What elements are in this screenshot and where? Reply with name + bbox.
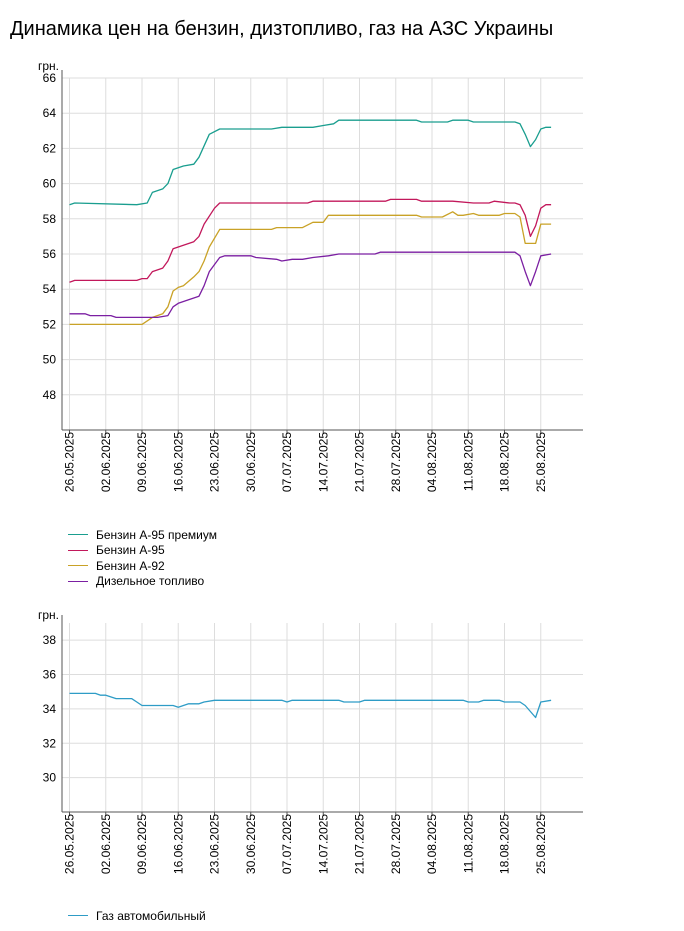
x-tick-label: 07.07.2025	[280, 432, 294, 492]
x-tick-label: 11.08.2025	[461, 432, 475, 491]
legend-item: Дизельное топливо	[68, 574, 217, 590]
x-tick-label: 09.06.2025	[135, 432, 149, 492]
x-tick-label: 30.06.2025	[244, 814, 258, 874]
legend-label: Бензин А-92	[96, 558, 165, 573]
x-tick-label: 30.06.2025	[244, 432, 258, 492]
legend-swatch	[68, 580, 88, 582]
legend-gas: Газ автомобильный	[68, 908, 206, 924]
x-tick-label: 21.07.2025	[353, 814, 367, 874]
legend-label: Бензин А-95	[96, 543, 165, 558]
x-tick-label: 25.08.2025	[534, 432, 548, 492]
legend-swatch	[68, 915, 88, 917]
legend-label: Дизельное топливо	[96, 574, 205, 589]
y-tick-label: 34	[43, 702, 57, 716]
y-tick-label: 64	[43, 106, 57, 120]
x-tick-label: 28.07.2025	[389, 814, 403, 874]
y-tick-label: 32	[43, 736, 57, 750]
x-tick-label: 16.06.2025	[171, 814, 185, 874]
y-tick-label: 50	[43, 353, 57, 367]
y-tick-label: 60	[43, 177, 57, 191]
y-tick-label: 52	[43, 317, 57, 331]
x-tick-label: 28.07.2025	[389, 432, 403, 492]
legend-swatch	[68, 549, 88, 551]
legend-item: Газ автомобильный	[68, 908, 206, 924]
series-line-3	[69, 211, 552, 326]
y-tick-label: 56	[43, 247, 57, 261]
series-line-1	[69, 119, 552, 206]
x-tick-label: 26.05.2025	[63, 814, 77, 874]
x-tick-label: 02.06.2025	[99, 814, 113, 874]
y-tick-label: 62	[43, 141, 57, 155]
x-tick-label: 18.08.2025	[498, 432, 512, 492]
y-axis-unit-label: грн.	[38, 59, 59, 73]
x-tick-label: 11.08.2025	[461, 814, 475, 873]
series-line-4	[69, 251, 552, 319]
series-line-1	[69, 692, 552, 719]
x-tick-label: 16.06.2025	[171, 432, 185, 492]
series-line-2	[69, 198, 552, 283]
x-tick-label: 21.07.2025	[353, 432, 367, 492]
x-tick-label: 23.06.2025	[208, 814, 222, 874]
y-tick-label: 48	[43, 388, 57, 402]
legend-fuel: Бензин А-95 премиум Бензин А-95 Бензин А-9…	[68, 527, 217, 589]
x-tick-label: 18.08.2025	[498, 814, 512, 874]
x-tick-label: 14.07.2025	[316, 814, 330, 874]
y-tick-label: 58	[43, 212, 57, 226]
x-tick-label: 04.08.2025	[425, 814, 439, 874]
legend-swatch	[68, 565, 88, 567]
legend-item: Бензин А-92	[68, 558, 217, 574]
y-tick-label: 36	[43, 668, 57, 682]
y-tick-label: 38	[43, 633, 57, 647]
y-tick-label: 30	[43, 771, 57, 785]
legend-swatch	[68, 534, 88, 536]
x-tick-label: 14.07.2025	[316, 432, 330, 492]
x-tick-label: 02.06.2025	[99, 432, 113, 492]
page-title: Динамика цен на бензин, дизтопливо, газ …	[10, 18, 554, 40]
x-tick-label: 09.06.2025	[135, 814, 149, 874]
y-axis-unit-label: грн.	[38, 608, 59, 622]
x-tick-label: 07.07.2025	[280, 814, 294, 874]
x-tick-label: 26.05.2025	[63, 432, 77, 492]
y-tick-label: 54	[43, 282, 57, 296]
legend-label: Бензин А-95 премиум	[96, 527, 217, 542]
legend-item: Бензин А-95 премиум	[68, 527, 217, 543]
x-tick-label: 25.08.2025	[534, 814, 548, 874]
legend-label: Газ автомобильный	[96, 908, 206, 923]
x-tick-label: 04.08.2025	[425, 432, 439, 492]
legend-item: Бензин А-95	[68, 543, 217, 559]
x-tick-label: 23.06.2025	[208, 432, 222, 492]
y-tick-label: 66	[43, 71, 57, 85]
